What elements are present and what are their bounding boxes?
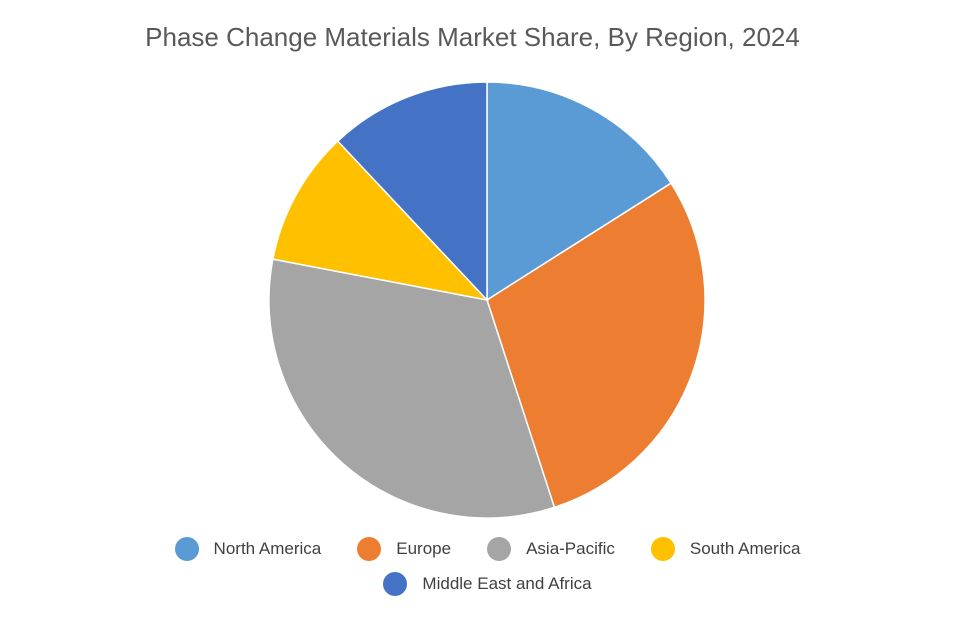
legend-label: South America [689,539,801,558]
pie-slice-europe [486,182,706,509]
legend-swatch [487,537,512,561]
legend-label: Asia-Pacific [526,539,615,558]
legend-label: Middle East and Africa [422,574,592,593]
legend-row-2: Middle East and Africa [0,572,975,596]
legend: North America Europe Asia-Pacific South … [0,537,975,561]
legend-label: North America [213,539,322,558]
legend-swatch [650,537,675,561]
legend-item-north-america: North America [174,537,322,561]
pie-slice-south-america [271,140,490,302]
pie-slice-north-america [486,81,673,302]
legend-label: Europe [396,539,452,558]
legend-item-europe: Europe [357,537,451,561]
legend-item-south-america: South America [650,537,801,561]
pie-slice-asia-pacific [268,258,556,519]
legend-swatch [383,572,408,596]
pie-slice-middle-east-and-africa [336,81,488,302]
legend-swatch [357,537,382,561]
legend-item-middle-east-and-africa: Middle East and Africa [383,572,592,596]
chart-title: Phase Change Materials Market Share, By … [145,22,800,52]
legend-swatch [174,537,199,561]
legend-item-asia-pacific: Asia-Pacific [487,537,615,561]
